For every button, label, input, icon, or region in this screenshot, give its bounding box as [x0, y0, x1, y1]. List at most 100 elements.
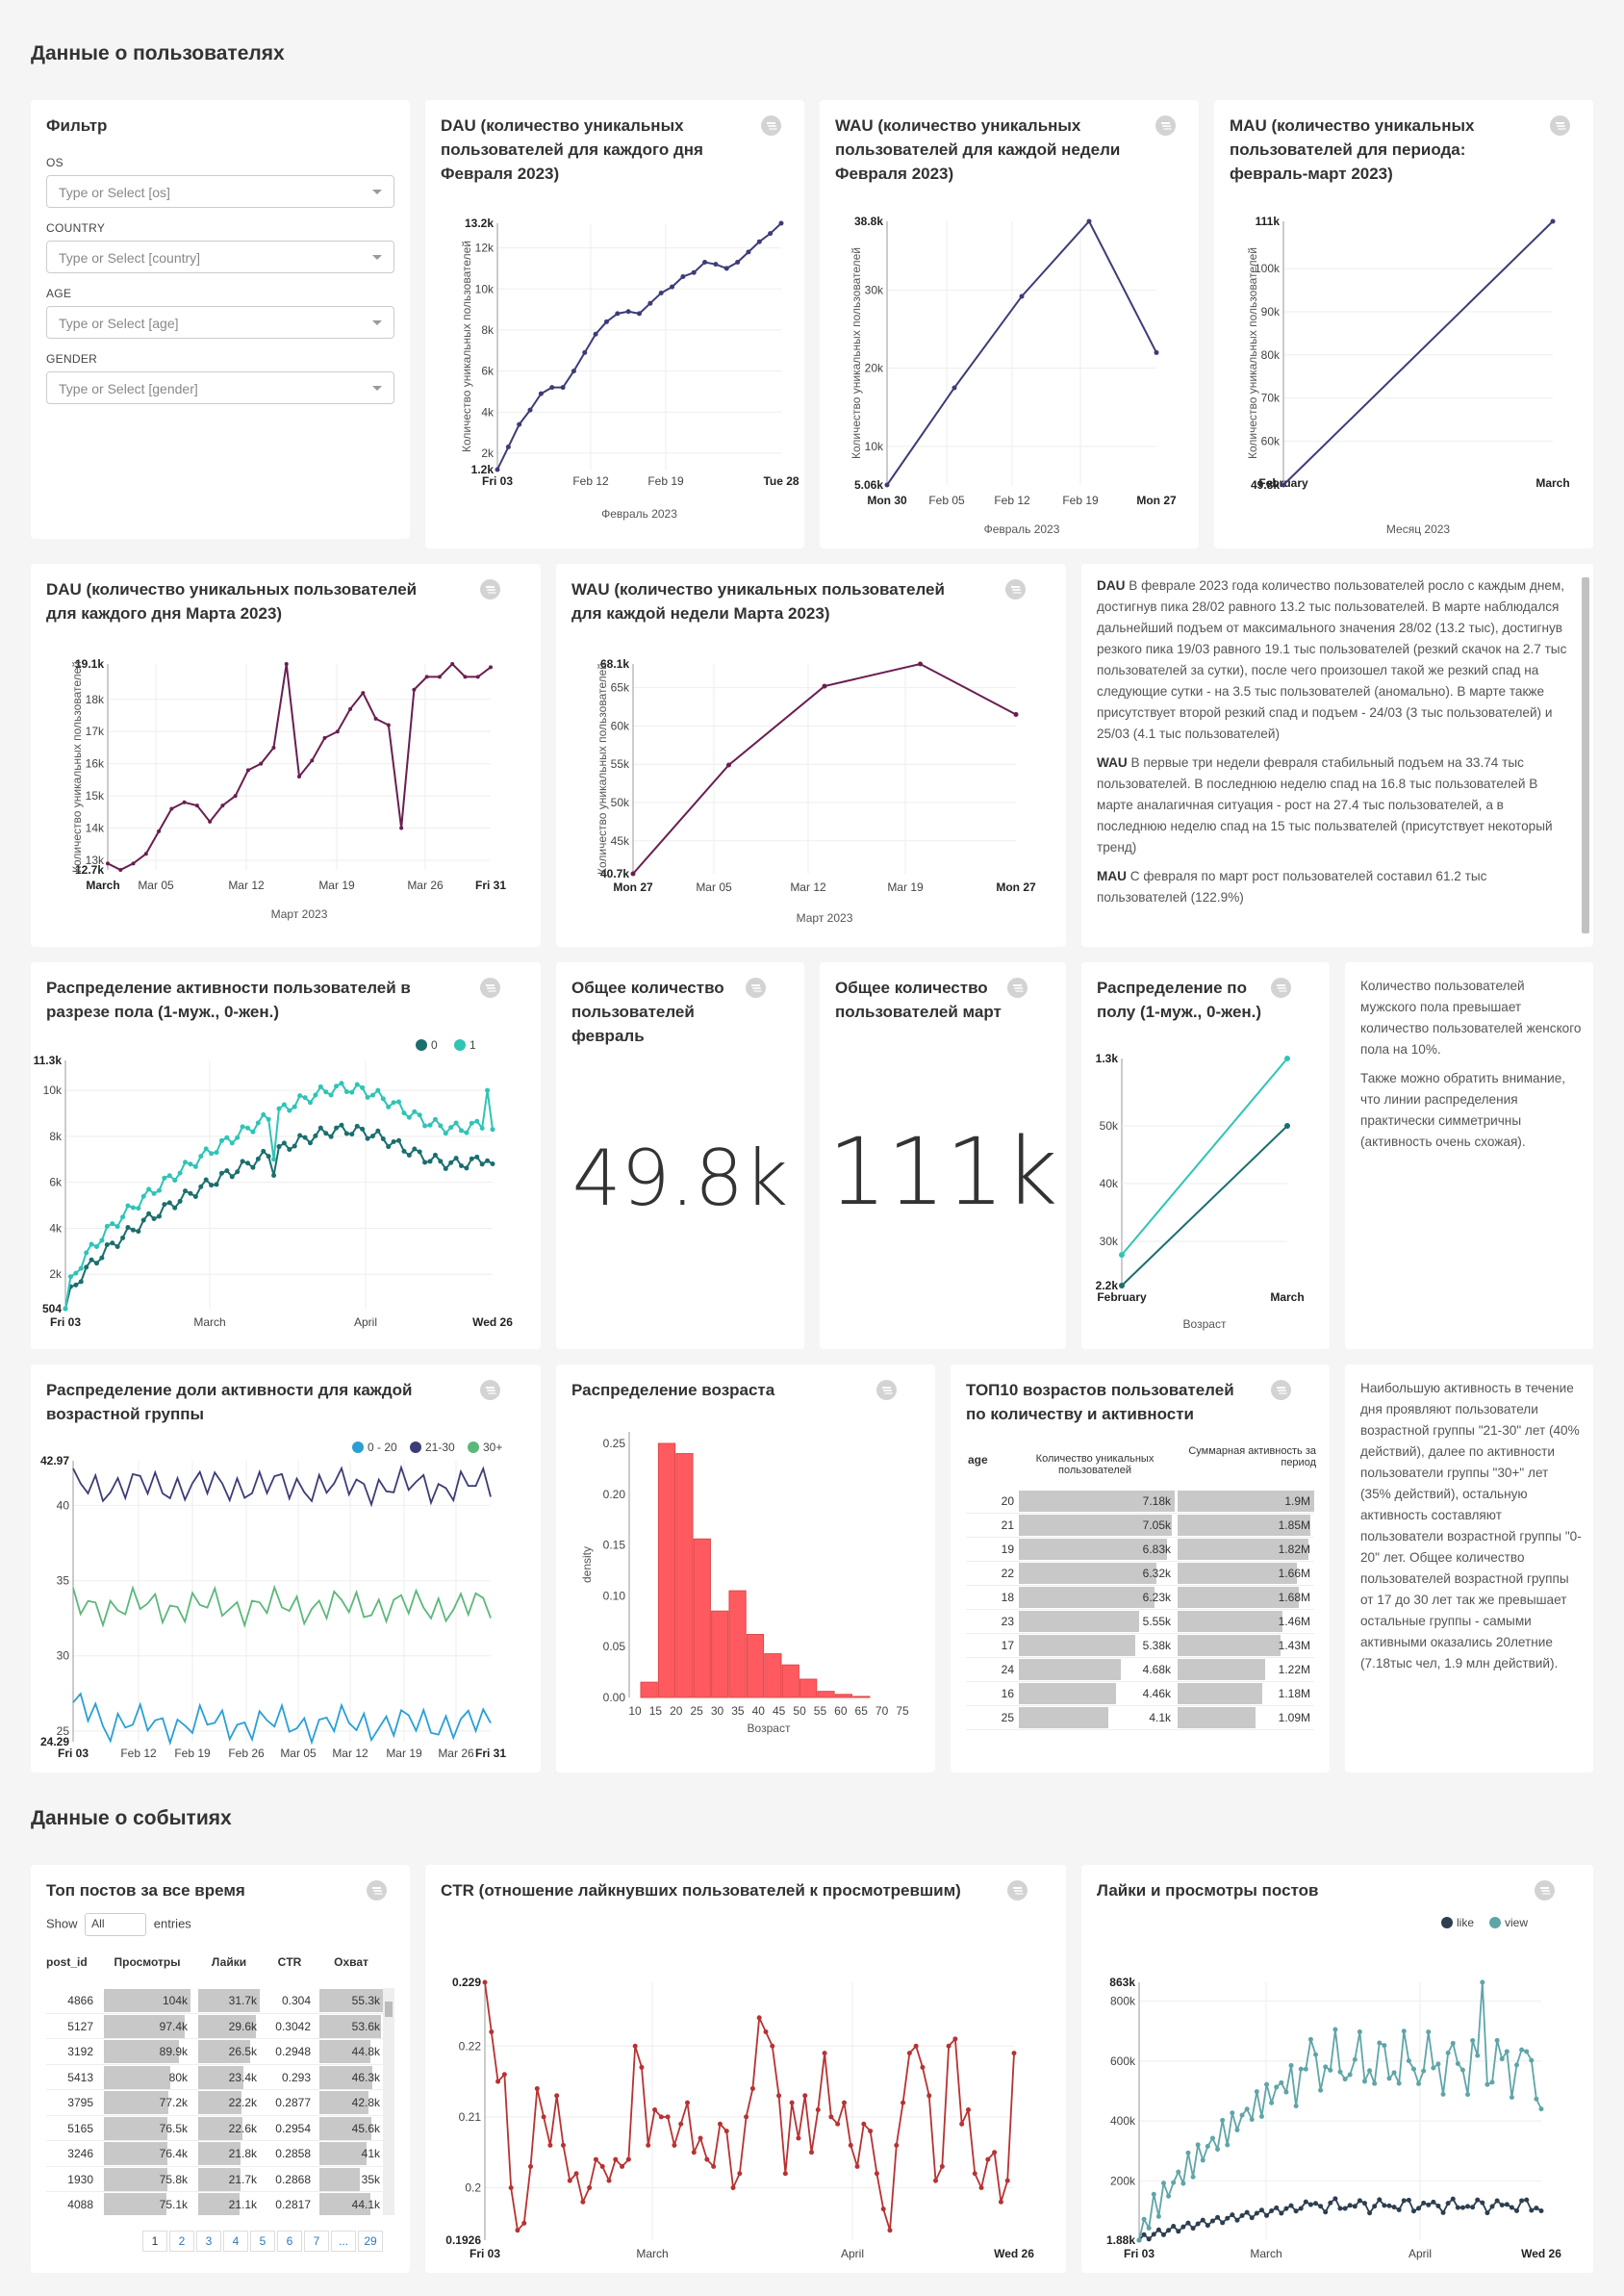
filter-icon[interactable] — [746, 978, 766, 998]
series-like-point — [1185, 2220, 1191, 2226]
filter-icon[interactable] — [480, 1380, 500, 1400]
column-header[interactable]: Лайки — [211, 1955, 247, 1969]
users-bar — [1019, 1611, 1140, 1632]
x-tick-label: Mon 27 — [613, 880, 653, 894]
legend-label: 1 — [469, 1038, 476, 1052]
ctr-point — [534, 2085, 540, 2091]
series-view-point — [1377, 2040, 1383, 2046]
page-button[interactable]: 3 — [196, 2231, 221, 2252]
series-0-point — [78, 1279, 84, 1285]
users-cell: 5.55k — [1142, 1615, 1171, 1628]
page-button[interactable]: ... — [331, 2231, 356, 2252]
y-tick-label: 863k — [1109, 1976, 1135, 1989]
page-button[interactable]: 4 — [223, 2231, 248, 2252]
filter-icon[interactable] — [480, 978, 500, 998]
posts-header: post_id Просмотры Лайки CTR Охват — [46, 1950, 393, 1975]
ctr-point — [744, 2114, 749, 2120]
filter-icon[interactable] — [761, 115, 781, 136]
filter-icon[interactable] — [367, 1880, 387, 1901]
entries-select[interactable]: All — [85, 1913, 147, 1936]
filter-icon[interactable] — [1271, 978, 1291, 998]
page-button[interactable]: 2 — [169, 2231, 194, 2252]
series-1-point — [474, 1118, 480, 1124]
series-view-point — [1136, 2237, 1142, 2243]
filter-icon[interactable] — [1535, 1880, 1555, 1901]
age-select[interactable]: Type or Select [age] — [46, 306, 394, 339]
x-tick-label: March — [193, 1315, 225, 1329]
top10-header-age[interactable]: age — [968, 1453, 988, 1467]
table-scrollbar[interactable] — [383, 1988, 394, 2215]
filter-icon[interactable] — [1271, 1380, 1291, 1400]
series-like-point — [1410, 2208, 1416, 2214]
column-header[interactable]: Охват — [334, 1955, 368, 1969]
top10-header-users[interactable]: Количество уникальных пользователей — [1035, 1453, 1155, 1476]
age-cell: 17 — [1001, 1639, 1014, 1652]
series-like-point — [1480, 2200, 1485, 2206]
ctr-card: CTR (отношение лайкнувших пользователей … — [425, 1865, 1066, 2273]
series-1-point — [218, 1137, 224, 1143]
series-view-point — [1337, 2069, 1343, 2075]
filter-icon[interactable] — [480, 579, 500, 600]
scrollbar[interactable] — [1582, 577, 1589, 933]
series-0-point — [224, 1168, 230, 1174]
y-tick-label: 30k — [865, 283, 884, 296]
series-1-point — [380, 1096, 386, 1102]
filter-icon[interactable] — [1007, 978, 1028, 998]
country-select[interactable]: Type or Select [country] — [46, 241, 394, 273]
page-button[interactable]: 6 — [277, 2231, 302, 2252]
y-tick-label: 0.21 — [459, 2110, 482, 2124]
series-21-30-line — [72, 1465, 492, 1508]
series-like-point — [1234, 2217, 1240, 2223]
column-header[interactable]: CTR — [277, 1955, 302, 1969]
os-select[interactable]: Type or Select [os] — [46, 175, 394, 208]
series-view-point — [1509, 2095, 1514, 2101]
series-1-point — [78, 1265, 84, 1271]
series-view-point — [1215, 2147, 1221, 2153]
table-cell: 75.8k — [159, 2172, 188, 2186]
filter-icon[interactable] — [876, 1380, 897, 1400]
filter-icon[interactable] — [1155, 115, 1176, 136]
page-button[interactable]: 7 — [304, 2231, 329, 2252]
series-0-point — [240, 1159, 245, 1164]
series-point — [768, 231, 774, 237]
series-view-point — [1205, 2143, 1210, 2149]
y-tick-label: 35 — [57, 1574, 70, 1588]
histogram-bar — [640, 1681, 658, 1698]
column-header[interactable]: Просмотры — [114, 1955, 181, 1969]
age-cell: 20 — [1001, 1494, 1014, 1508]
ctr-point — [573, 2171, 579, 2177]
page-button[interactable]: 1 — [142, 2231, 167, 2252]
series-1-point — [250, 1129, 256, 1135]
series-like-point — [1459, 2205, 1465, 2210]
series-point — [322, 735, 327, 740]
table-cell: 3246 — [67, 2147, 93, 2160]
value-bar — [198, 2091, 241, 2114]
series-like-point — [1288, 2203, 1294, 2208]
filter-icon[interactable] — [1007, 1880, 1028, 1901]
y-tick-label: 2.2k — [1096, 1279, 1119, 1292]
top10-header-activity[interactable]: Суммарная активность за период — [1188, 1445, 1316, 1468]
age-cell: 19 — [1001, 1543, 1014, 1556]
table-cell: 76.5k — [159, 2121, 188, 2135]
series-1-point — [104, 1223, 110, 1229]
users-cell: 4.1k — [1149, 1711, 1171, 1724]
page-button[interactable]: 5 — [250, 2231, 275, 2252]
series-view-point — [1372, 2080, 1378, 2086]
column-header[interactable]: post_id — [46, 1955, 88, 1969]
gender-select[interactable]: Type or Select [gender] — [46, 371, 394, 404]
series-1-point — [422, 1123, 428, 1129]
table-row: 1930 75.8k 21.7k 0.2868 35k — [46, 2167, 383, 2192]
filter-icon[interactable] — [1550, 115, 1570, 136]
filter-icon[interactable] — [1005, 579, 1026, 600]
series-like-point — [1195, 2221, 1201, 2227]
ctr-point — [906, 2051, 912, 2056]
series-point — [658, 291, 664, 296]
series-1-point — [287, 1108, 292, 1113]
series-like-point — [1440, 2209, 1446, 2215]
series-view-point — [1230, 2110, 1235, 2116]
series-point — [713, 262, 719, 268]
users-cell: 7.18k — [1142, 1494, 1171, 1508]
series-0-point — [334, 1125, 340, 1131]
ctr-point — [978, 2185, 984, 2191]
page-button[interactable]: 29 — [358, 2231, 383, 2252]
